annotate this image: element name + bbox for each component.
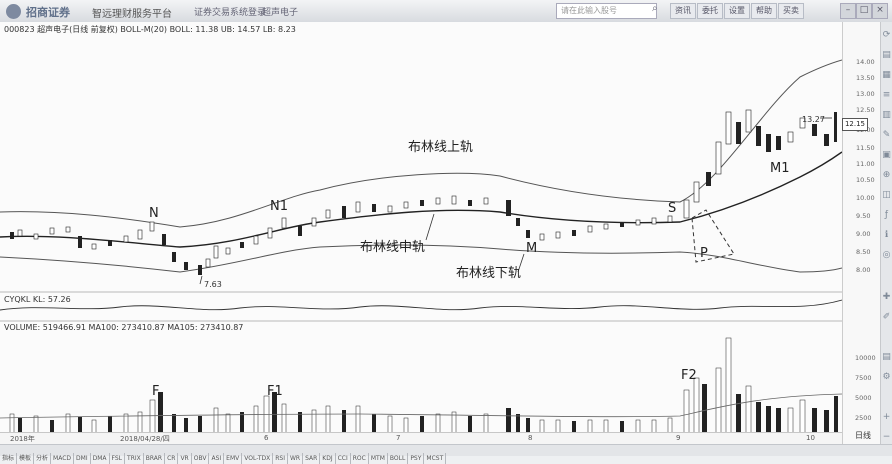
date-label: 2018年 — [10, 435, 35, 443]
low-price-label: 7.63 — [204, 280, 222, 289]
candle-icon[interactable]: ▥ — [882, 110, 891, 120]
marker-F: F — [152, 384, 160, 399]
marker-F2: F2 — [681, 368, 697, 383]
minus-icon[interactable]: − — [882, 432, 891, 442]
date-label: 2018/04/28/四 — [120, 435, 170, 443]
date-label: 10 — [806, 434, 815, 442]
high-price-label: 13.27 — [802, 115, 825, 124]
middle-band-label: 布林线中轨 — [360, 240, 426, 255]
date-label: 6 — [264, 434, 269, 442]
price-tick: 9.50 — [856, 212, 871, 220]
info-icon[interactable]: ℹ — [884, 230, 889, 240]
help-button[interactable]: 帮助 — [751, 3, 777, 19]
trade-button[interactable]: 买卖 — [778, 3, 804, 19]
stock-search-input[interactable]: 请在此输入股号 — [556, 3, 657, 19]
platform-name: 智远理财服务平台 — [92, 9, 172, 20]
period-label[interactable]: 日线 — [855, 431, 871, 440]
cyq-info-line: CYQKL KL: 57.26 — [4, 295, 71, 304]
volume-tick: 10000 — [855, 354, 876, 362]
volume-tick: 2500 — [855, 414, 872, 422]
zoom-icon[interactable]: ⊕ — [882, 170, 891, 180]
info-button[interactable]: 资讯 — [670, 3, 696, 19]
boll-upper-band — [0, 59, 842, 228]
volume-tick: 7500 — [855, 374, 872, 382]
boll-middle-band — [0, 151, 842, 248]
marker-M: M — [526, 241, 538, 256]
current-price-box: 12.15 — [842, 118, 868, 131]
title-bar: 招商证券 智远理财服务平台 证券交易系统登录 超声电子 请在此输入股号 ⌕ 资讯… — [0, 0, 892, 23]
close-icon[interactable]: × — [872, 3, 888, 19]
price-tick: 8.50 — [856, 248, 871, 256]
price-tick: 8.00 — [856, 266, 871, 274]
price-tick: 12.50 — [856, 106, 875, 114]
lower-band-label: 布林线下轨 — [456, 266, 522, 281]
marker-F1: F1 — [267, 384, 283, 399]
price-tick: 11.00 — [856, 160, 875, 168]
price-tick: 11.50 — [856, 144, 875, 152]
right-toolbar: ⟳ ▤ ▦ ≡ ▥ ✎ ▣ ⊕ ◫ ƒ ℹ ◎ ✚ ✐ ▤ ⚙ + − — [880, 22, 892, 444]
window-icon[interactable]: ▣ — [882, 150, 891, 160]
chart-area[interactable]: 000823 超声电子(日线 前复权) BOLL-M(20) BOLL: 11.… — [0, 22, 842, 445]
list-icon[interactable]: ≡ — [882, 90, 891, 100]
search-icon[interactable]: ⌕ — [652, 3, 658, 14]
price-tick: 14.00 — [856, 58, 875, 66]
date-label: 8 — [528, 434, 533, 442]
price-tick: 10.50 — [856, 176, 875, 184]
price-tick: 9.00 — [856, 230, 871, 238]
date-axis: 2018年 2018/04/28/四 6 7 8 9 10 — [0, 432, 842, 445]
candlesticks — [10, 109, 837, 275]
crosshair-icon[interactable]: ✚ — [882, 292, 891, 302]
boll-lower-band — [0, 244, 842, 273]
pencil-icon[interactable]: ✐ — [882, 312, 891, 322]
settings-icon[interactable]: ⚙ — [882, 372, 891, 382]
layout-icon[interactable]: ◫ — [882, 190, 891, 200]
settings-button[interactable]: 设置 — [724, 3, 750, 19]
volume-bars — [9, 337, 838, 435]
indicator-tab-bar: 指标 模板 分析 MACD DMI DMA FSL TRIX BRAR CR VR OBV ASI EMV… — [0, 444, 892, 464]
marker-P: P — [700, 246, 708, 261]
stock-name-link[interactable]: 超声电子 — [262, 8, 299, 18]
marker-N1: N1 — [270, 199, 288, 214]
brand-name: 招商证券 — [26, 6, 70, 19]
table-icon[interactable]: ▤ — [882, 352, 891, 362]
target-icon[interactable]: ◎ — [882, 250, 891, 260]
marker-M1: M1 — [770, 161, 790, 176]
plus-icon[interactable]: + — [882, 412, 891, 422]
brand-logo-icon — [6, 4, 21, 19]
formula-icon[interactable]: ƒ — [884, 210, 889, 220]
kline-svg — [0, 59, 842, 435]
grid-icon[interactable]: ▦ — [882, 70, 891, 80]
boll-info-line: 000823 超声电子(日线 前复权) BOLL-M(20) BOLL: 11.… — [4, 25, 296, 34]
maximize-icon[interactable]: □ — [856, 3, 872, 19]
order-button[interactable]: 委托 — [697, 3, 723, 19]
minimize-icon[interactable]: – — [840, 3, 856, 19]
marker-N: N — [149, 206, 159, 221]
price-tick: 10.00 — [856, 194, 875, 202]
upper-band-label: 布林线上轨 — [408, 140, 474, 155]
tool-icon[interactable]: ✎ — [882, 130, 891, 140]
volume-info-line: VOLUME: 519466.91 MA100: 273410.87 MA105… — [4, 323, 244, 332]
date-label: 9 — [676, 434, 681, 442]
price-tick: 13.00 — [856, 90, 875, 98]
marker-S: S — [668, 201, 677, 216]
trade-login-link[interactable]: 证券交易系统登录 — [194, 8, 267, 18]
price-tick: 13.50 — [856, 74, 875, 82]
refresh-icon[interactable]: ⟳ — [882, 30, 891, 40]
chart-icon[interactable]: ▤ — [882, 50, 891, 60]
volume-tick: 5000 — [855, 394, 872, 402]
date-label: 7 — [396, 434, 401, 442]
price-axis: 14.00 13.50 13.00 12.50 12.00 11.50 11.0… — [842, 22, 881, 444]
